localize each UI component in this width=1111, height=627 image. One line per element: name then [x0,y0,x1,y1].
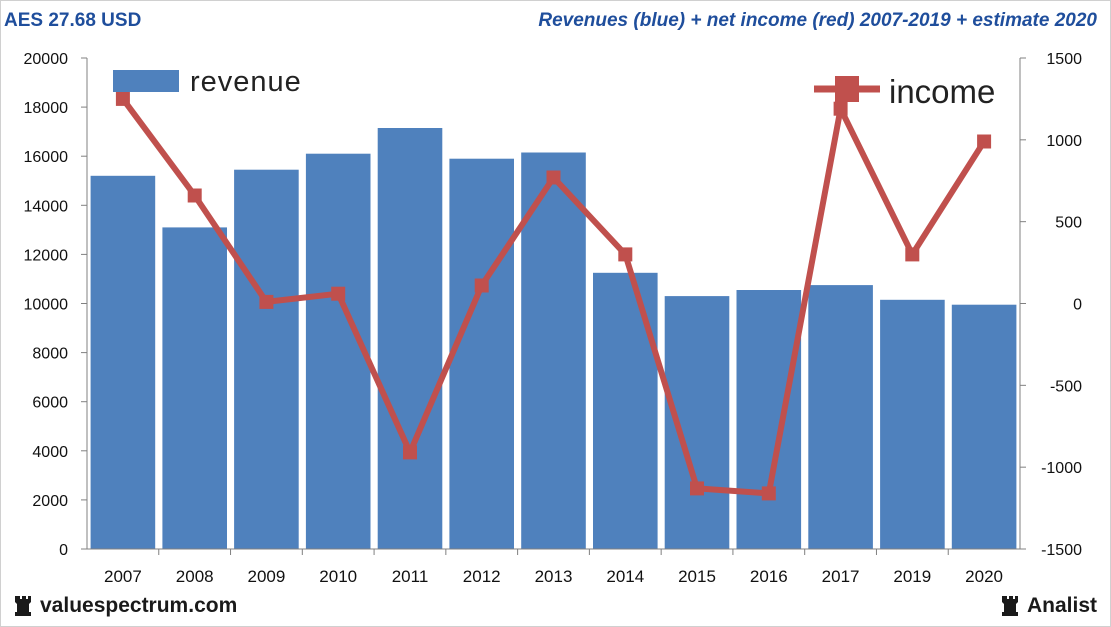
income-point [690,481,704,496]
income-point [331,286,346,301]
income-point [618,247,633,262]
left-tick-label: 8000 [32,346,68,363]
income-point [403,445,417,460]
ticker-price: AES 27.68 USD [4,10,142,31]
left-tick-label: 14000 [24,198,69,215]
revenue-bar [90,175,156,550]
legend-income-label: income [889,73,995,110]
analist-brand[interactable]: Analist [1001,594,1097,618]
left-tick-label: 12000 [24,247,69,264]
revenue-bar [951,304,1017,549]
revenue-bar [521,152,586,549]
revenue-bar [880,299,945,549]
legend-revenue-swatch [113,70,179,92]
income-point [546,170,561,185]
chart-title: Revenues (blue) + net income (red) 2007-… [538,10,1097,31]
left-tick-label: 18000 [24,100,69,117]
x-tick-label: 2015 [678,567,716,586]
x-axis-ticks: 2007 2008 2009 2010 2011 2012 2013 2014 2015 2016… [104,549,1003,586]
valuespectrum-text: valuespectrum.com [40,594,238,617]
left-tick-label: 4000 [32,444,68,461]
rook-icon [1001,596,1018,616]
x-tick-label: 2011 [392,567,429,586]
right-axis-ticks: -1500 -1000 -500 0 500 1000 1500 [1020,51,1082,559]
right-tick-label: -500 [1050,378,1082,395]
revenue-bar [234,169,299,549]
rook-icon [15,596,31,616]
revenue-bar [736,290,802,549]
revenue-bars [90,128,1017,550]
analist-text: Analist [1026,594,1097,617]
x-tick-label: 2016 [750,567,788,586]
income-point [761,486,776,501]
right-tick-label: 1500 [1046,51,1082,68]
income-point [833,101,848,116]
x-tick-label: 2007 [104,567,142,586]
right-tick-label: -1500 [1041,542,1082,559]
left-tick-label: 16000 [24,149,69,166]
revenue-bar [305,153,371,549]
left-tick-label: 0 [59,542,68,559]
revenue-bar [449,158,514,549]
x-tick-label: 2020 [965,567,1003,586]
x-tick-label: 2017 [822,567,860,586]
left-tick-label: 6000 [32,395,68,412]
left-tick-label: 20000 [24,51,69,68]
x-tick-label: 2019 [893,567,931,586]
income-point [474,278,489,293]
legend-revenue-label: revenue [190,66,302,98]
income-point [115,91,130,106]
income-point [259,294,274,309]
x-tick-label: 2008 [176,567,214,586]
left-axis-ticks: 0 2000 4000 6000 8000 10000 12000 14000 16000 180… [24,51,87,559]
revenue-bar [593,272,658,549]
chart-legend: revenue income [113,66,995,110]
x-tick-label: 2014 [606,567,644,586]
right-tick-label: 500 [1055,215,1082,232]
right-tick-label: 0 [1073,297,1082,314]
right-tick-label: 1000 [1046,133,1082,150]
revenue-bar [162,227,227,549]
left-tick-label: 10000 [24,297,69,314]
income-point [187,188,202,203]
income-point [905,247,920,262]
legend-income-marker [835,76,859,102]
x-tick-label: 2013 [535,567,573,586]
right-tick-label: -1000 [1041,460,1082,477]
x-tick-label: 2009 [247,567,285,586]
valuespectrum-brand[interactable]: valuespectrum.com [14,594,237,618]
income-line [115,91,992,501]
revenue-bar [808,285,873,549]
x-tick-label: 2012 [463,567,501,586]
x-tick-label: 2010 [319,567,357,586]
left-tick-label: 2000 [32,493,68,510]
income-point [977,134,992,149]
revenue-bar [377,128,443,549]
